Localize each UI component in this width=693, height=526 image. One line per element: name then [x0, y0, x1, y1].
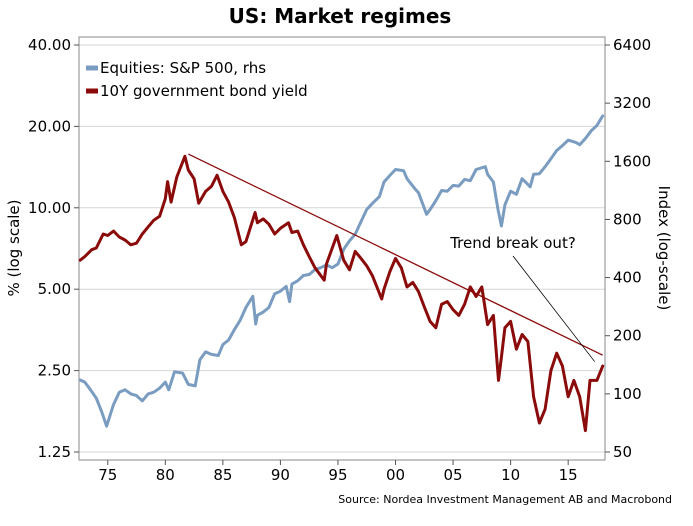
left-tick-label: 2.50 — [38, 362, 71, 380]
right-tick-label: 100 — [613, 385, 642, 403]
legend: Equities: S&P 500, rhs 10Y government bo… — [86, 59, 308, 100]
series-line-bond-yield — [78, 154, 605, 433]
right-tick-label: 800 — [613, 210, 642, 228]
series-line-equities — [78, 114, 605, 428]
right-axis-label: Index (log-scale) — [655, 186, 673, 311]
x-tick-label: 05 — [444, 466, 463, 484]
legend-label-bond-yield: 10Y government bond yield — [100, 82, 308, 100]
x-tick-label: 00 — [386, 466, 405, 484]
left-tick-label: 5.00 — [38, 280, 71, 298]
trend-line — [188, 153, 603, 356]
right-axis: 50 100 200 400 800 1600 3200 6400 — [605, 36, 651, 461]
chart-title: US: Market regimes — [229, 4, 452, 28]
right-tick-label: 400 — [613, 269, 642, 287]
left-tick-label: 10.00 — [28, 199, 71, 217]
source-note: Source: Nordea Investment Management AB … — [338, 493, 672, 506]
left-tick-label: 40.00 — [28, 36, 71, 54]
x-tick-label: 80 — [156, 466, 175, 484]
annotations: Trend break out? — [188, 153, 603, 362]
series-layer — [78, 114, 605, 433]
gridlines — [79, 44, 605, 453]
right-tick-label: 200 — [613, 327, 642, 345]
left-axis-label: % (log scale) — [5, 199, 23, 296]
right-tick-label: 6400 — [613, 36, 651, 54]
callout-text: Trend break out? — [449, 234, 576, 252]
x-tick-label: 15 — [559, 466, 578, 484]
left-tick-label: 1.25 — [38, 443, 71, 461]
x-axis: 75 80 85 90 95 00 05 10 15 — [98, 460, 578, 484]
x-tick-label: 75 — [98, 466, 117, 484]
x-tick-label: 85 — [213, 466, 232, 484]
plot-frame — [78, 36, 606, 461]
x-tick-label: 10 — [501, 466, 520, 484]
right-tick-label: 50 — [613, 443, 632, 461]
left-axis: 1.25 2.50 5.00 10.00 20.00 40.00 — [28, 36, 79, 461]
legend-label-equities: Equities: S&P 500, rhs — [100, 59, 266, 77]
right-tick-label: 1600 — [613, 152, 651, 170]
callout-pointer — [512, 255, 595, 362]
x-tick-label: 95 — [328, 466, 347, 484]
right-tick-label: 3200 — [613, 94, 651, 112]
left-tick-label: 20.00 — [28, 117, 71, 135]
x-tick-label: 90 — [271, 466, 290, 484]
